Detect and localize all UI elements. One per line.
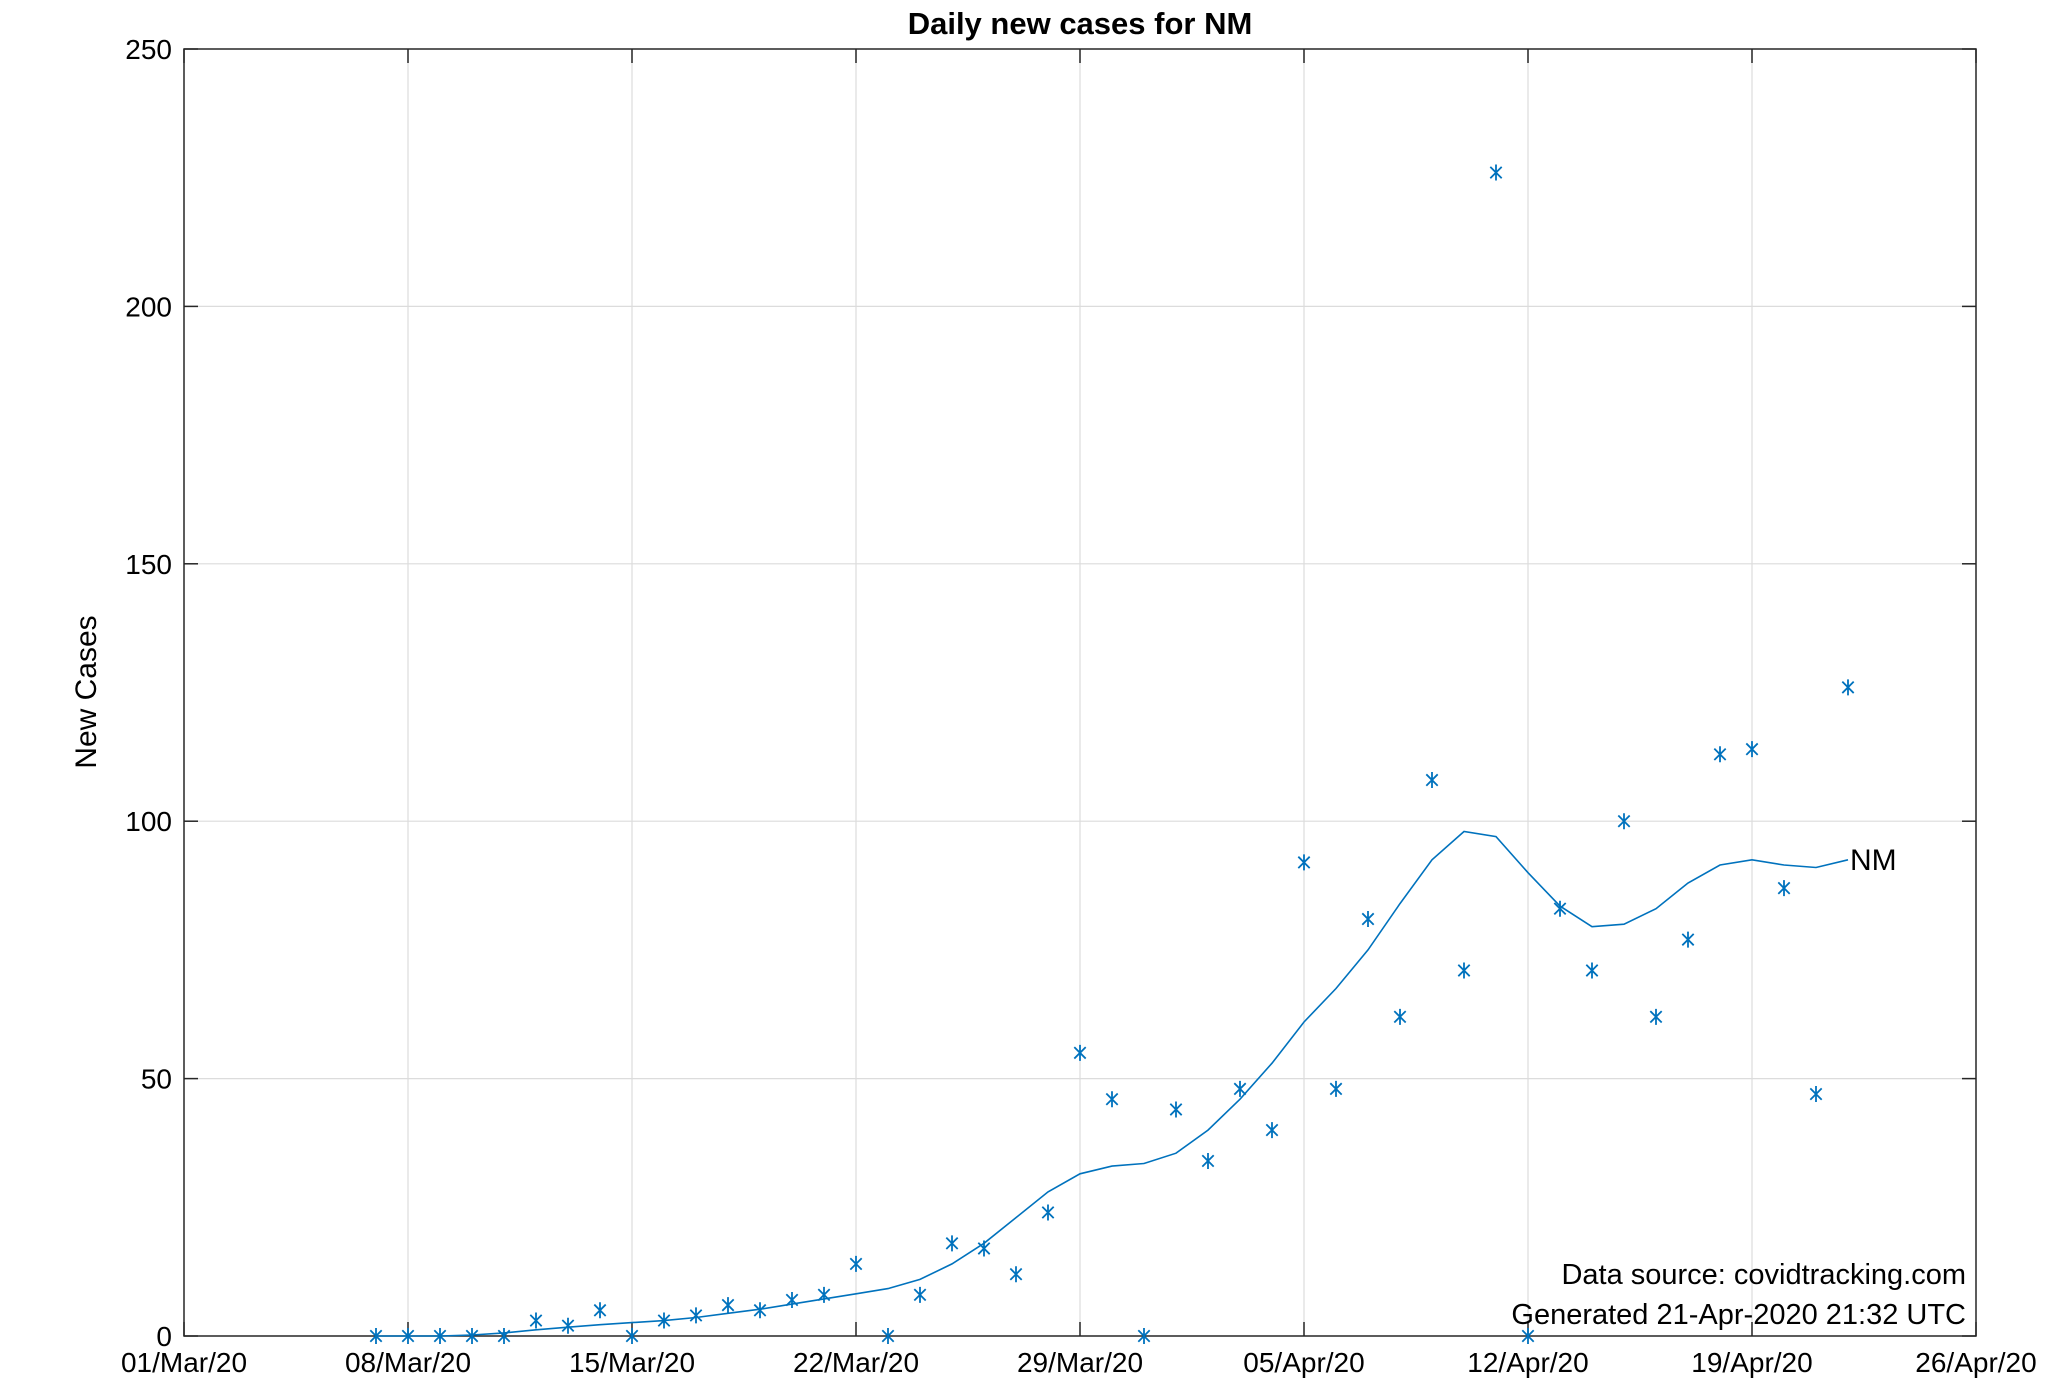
data-source-note: Data source: covidtracking.com <box>1561 1259 1966 1291</box>
data-point-marker <box>561 1317 575 1334</box>
y-tick-label: 0 <box>156 1321 172 1352</box>
grid <box>184 49 1976 1336</box>
data-point-marker <box>945 1235 959 1252</box>
y-tick-label: 250 <box>125 34 172 65</box>
y-tick-label: 200 <box>125 291 172 322</box>
data-point-marker <box>625 1328 639 1344</box>
data-point-marker <box>1681 931 1695 948</box>
data-point-marker <box>1617 813 1631 830</box>
data-point-marker <box>1585 962 1599 979</box>
x-tick-label: 01/Mar/20 <box>121 1347 247 1378</box>
data-point-marker <box>465 1328 479 1344</box>
x-tick-label: 29/Mar/20 <box>1017 1347 1143 1378</box>
data-point-marker <box>1425 772 1439 789</box>
x-tick-label: 22/Mar/20 <box>793 1347 919 1378</box>
data-point-marker <box>721 1297 735 1314</box>
series-markers <box>369 164 1855 1344</box>
data-point-marker <box>1713 746 1727 763</box>
y-tick-label: 50 <box>141 1064 172 1095</box>
data-point-marker <box>1745 741 1759 758</box>
data-point-marker <box>1329 1080 1343 1097</box>
y-tick-label: 100 <box>125 806 172 837</box>
data-point-marker <box>497 1328 511 1344</box>
series-label-nm: NM <box>1850 844 1897 877</box>
data-point-marker <box>1841 679 1855 696</box>
data-point-marker <box>369 1328 383 1344</box>
x-tick-label: 05/Apr/20 <box>1243 1347 1364 1378</box>
data-point-marker <box>849 1255 863 1272</box>
data-point-marker <box>1265 1122 1279 1139</box>
data-point-marker <box>1233 1080 1247 1097</box>
data-point-marker <box>1041 1204 1055 1221</box>
data-point-marker <box>977 1240 991 1257</box>
series-line <box>376 830 1849 1337</box>
data-point-marker <box>1169 1101 1183 1118</box>
data-point-marker <box>657 1312 671 1329</box>
x-tick-label: 19/Apr/20 <box>1691 1347 1812 1378</box>
data-point-marker <box>1137 1328 1151 1344</box>
data-point-marker <box>689 1307 703 1324</box>
data-point-marker <box>1489 164 1503 181</box>
chart-title: Daily new cases for NM <box>908 6 1253 41</box>
x-tick-label: 15/Mar/20 <box>569 1347 695 1378</box>
data-point-marker <box>881 1328 895 1344</box>
data-point-marker <box>401 1328 415 1344</box>
data-point-marker <box>1521 1328 1535 1344</box>
generated-note: Generated 21-Apr-2020 21:32 UTC <box>1511 1299 1966 1331</box>
data-point-marker <box>1457 962 1471 979</box>
data-point-marker <box>1073 1044 1087 1061</box>
data-point-marker <box>593 1302 607 1319</box>
data-point-marker <box>529 1312 543 1329</box>
series-line-nm <box>376 830 1849 1337</box>
data-point-marker <box>1009 1266 1023 1283</box>
data-point-marker <box>1201 1152 1215 1169</box>
data-point-marker <box>817 1286 831 1303</box>
data-point-marker <box>1649 1008 1663 1025</box>
data-point-marker <box>1297 854 1311 871</box>
data-point-marker <box>1777 880 1791 897</box>
y-axis-label: New Cases <box>70 615 103 768</box>
data-point-marker <box>1553 900 1567 917</box>
y-tick-label: 150 <box>125 549 172 580</box>
data-point-marker <box>1361 911 1375 928</box>
data-point-marker <box>753 1302 767 1319</box>
data-point-marker <box>1393 1008 1407 1025</box>
data-point-marker <box>433 1328 447 1344</box>
data-point-marker <box>1809 1086 1823 1103</box>
x-tick-label: 26/Apr/20 <box>1915 1347 2036 1378</box>
data-point-marker <box>785 1291 799 1308</box>
x-tick-label: 12/Apr/20 <box>1467 1347 1588 1378</box>
axis-ticks: 0 50 100 150 200 250 01/Mar/20 08/Mar/20 15/Mar/… <box>121 34 2037 1378</box>
x-tick-label: 08/Mar/20 <box>345 1347 471 1378</box>
data-point-marker <box>913 1286 927 1303</box>
data-point-marker <box>1105 1091 1119 1108</box>
